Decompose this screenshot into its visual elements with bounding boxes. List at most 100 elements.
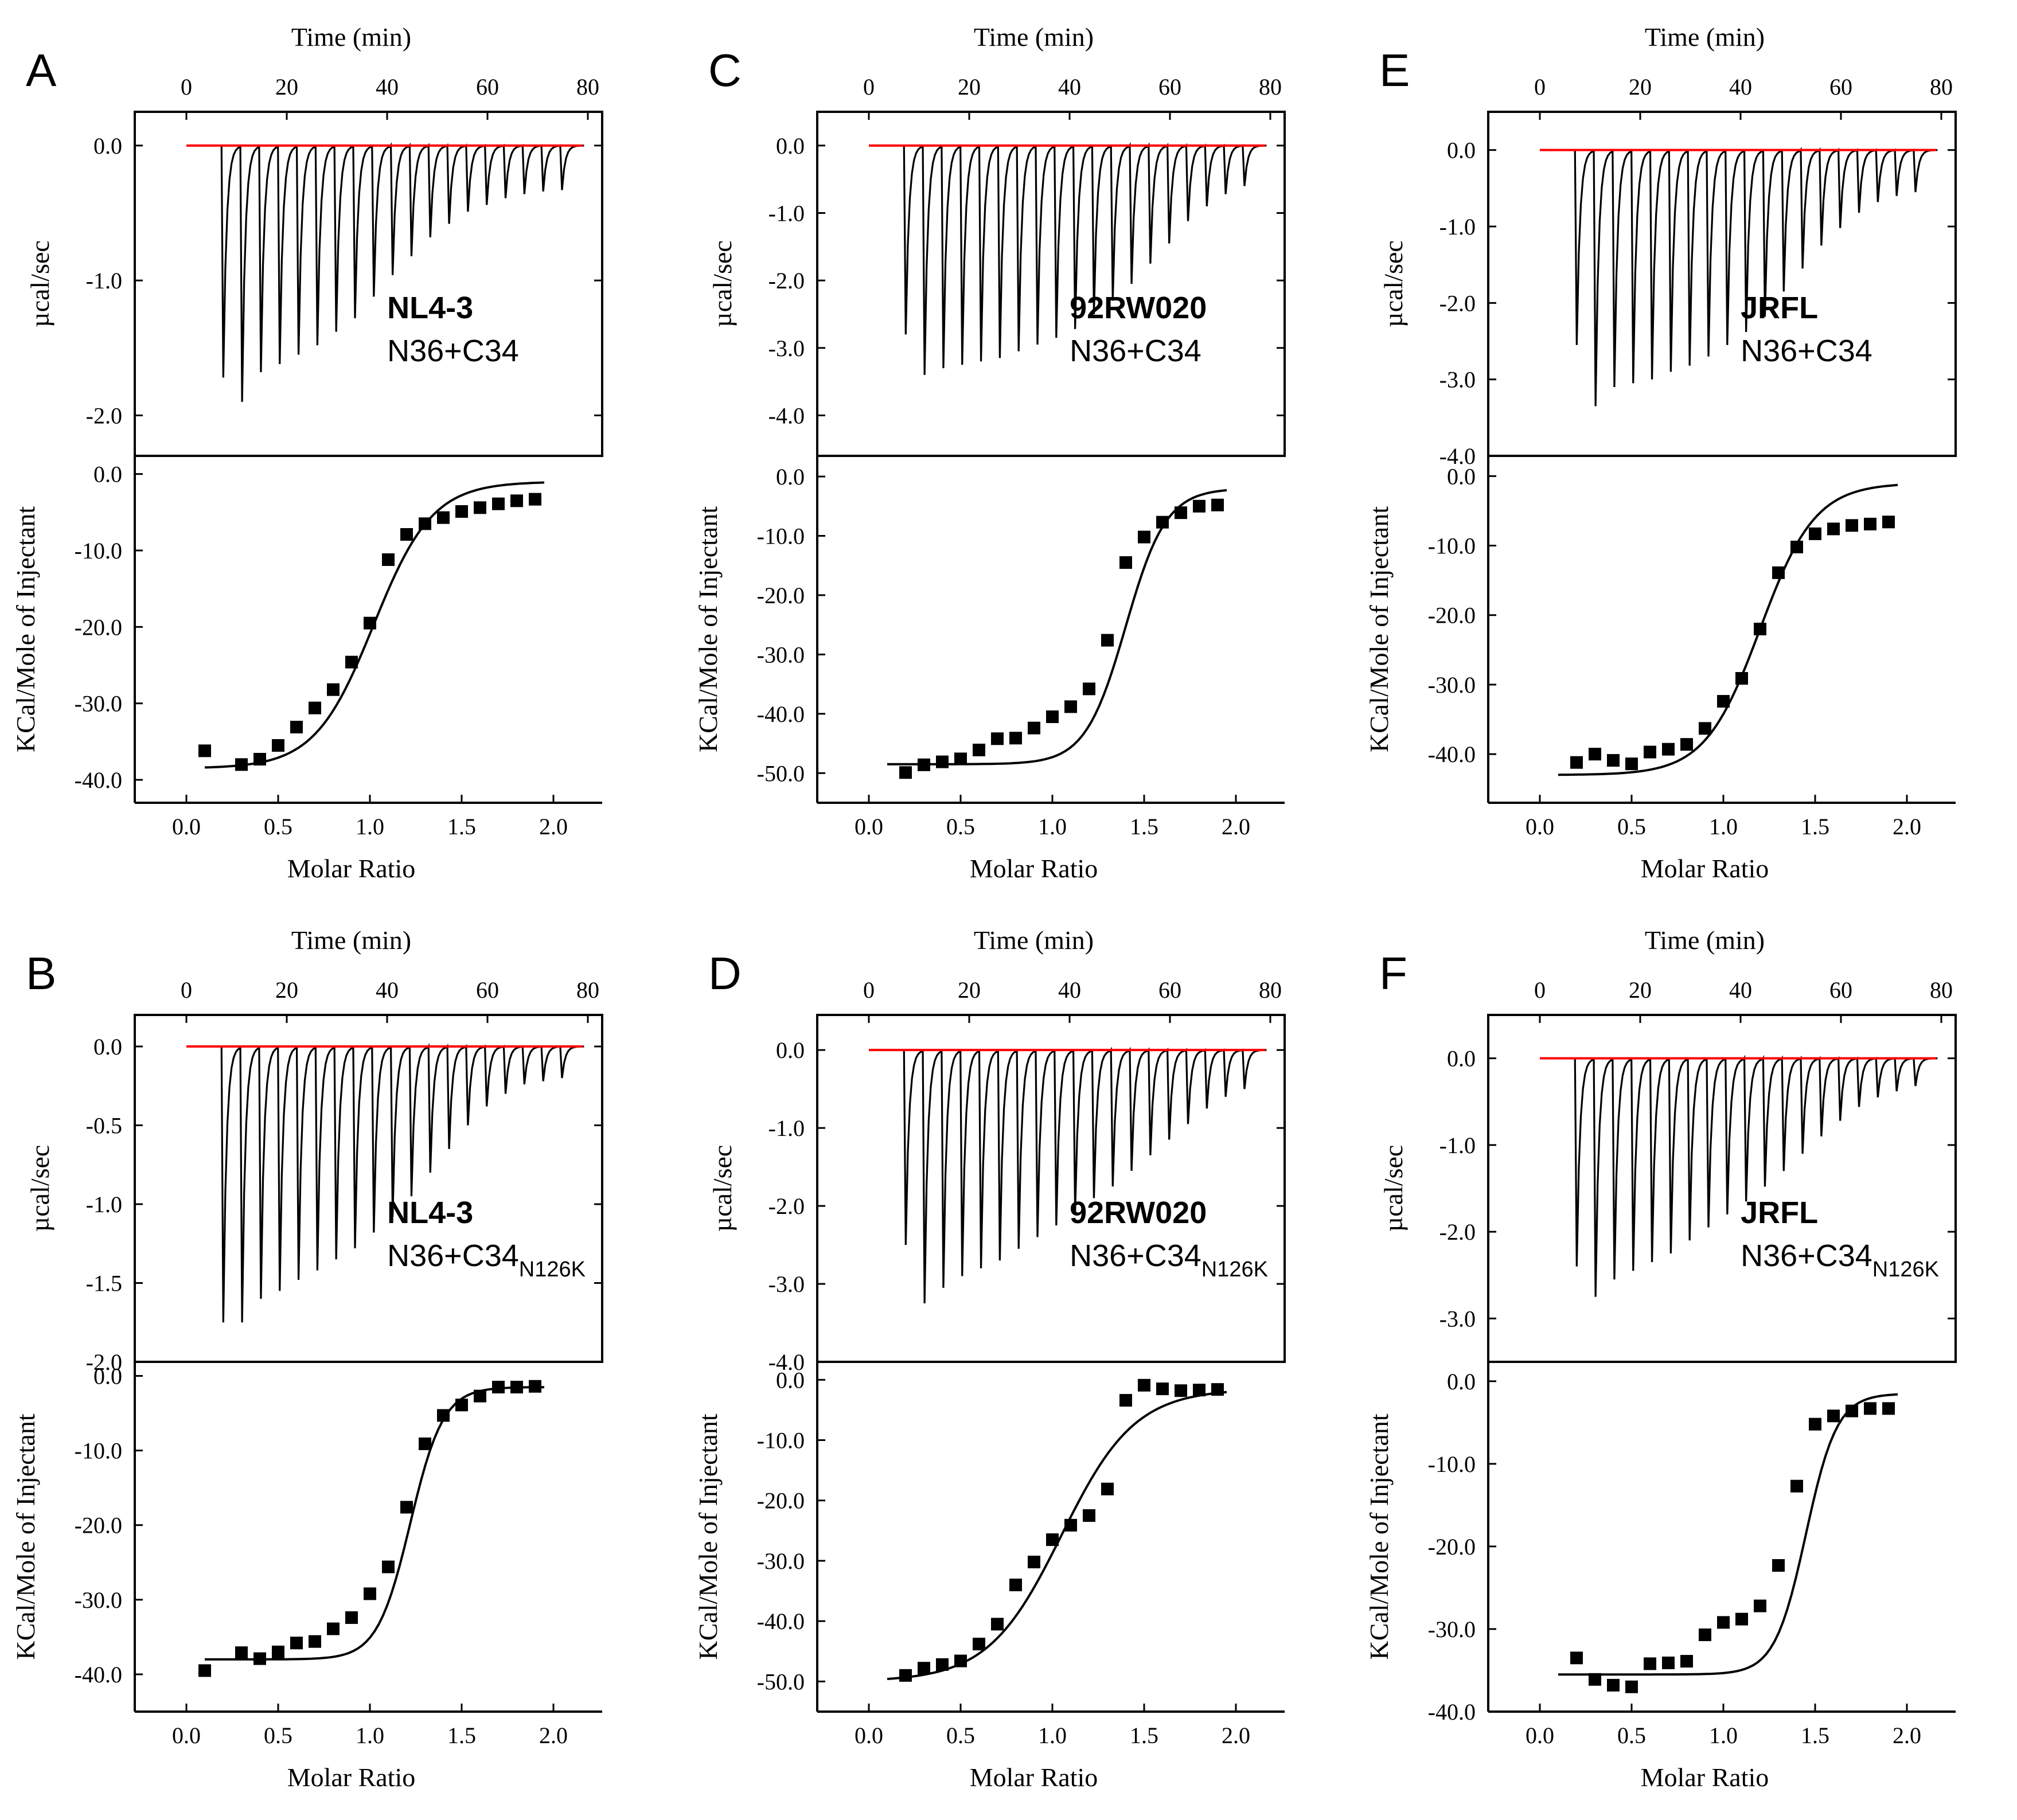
time-tick-label: 40 (1729, 74, 1752, 100)
data-point (455, 505, 468, 518)
combination-label: N36+C34 (1070, 334, 1201, 368)
panel-letter-e: E (1379, 45, 1410, 96)
power-tick-label: -4.0 (1439, 443, 1476, 469)
ratio-tick-label: 1.5 (447, 1723, 476, 1748)
data-point (1882, 515, 1895, 529)
ratio-tick-label: 0.5 (946, 814, 975, 839)
ratio-tick-label: 1.5 (1130, 814, 1158, 839)
enthalpy-axis-title: KCal/Mole of Injectant (1364, 506, 1394, 752)
data-point (1064, 1518, 1077, 1532)
ratio-tick-label: 1.5 (1801, 1723, 1829, 1748)
time-tick-label: 0 (181, 74, 192, 100)
power-tick-label: -1.0 (86, 268, 122, 294)
data-point (1790, 540, 1803, 553)
data-point (1699, 1628, 1711, 1642)
data-point (991, 732, 1004, 745)
data-point (1175, 506, 1187, 520)
data-point (1046, 710, 1059, 723)
data-point (1846, 1404, 1858, 1417)
enthalpy-tick-label: -30.0 (757, 642, 805, 667)
data-point (1607, 754, 1620, 767)
time-tick-label: 60 (476, 74, 499, 100)
ratio-tick-label: 0.5 (264, 814, 292, 839)
data-point (364, 616, 376, 630)
data-point (1735, 1612, 1748, 1626)
power-tick-label: -3.0 (768, 1271, 805, 1297)
power-tick-label: -4.0 (768, 1349, 805, 1375)
power-tick-label: -2.0 (86, 403, 122, 428)
combination-main: N36+C34 (387, 1239, 519, 1273)
power-tick-label: -3.0 (768, 335, 805, 361)
ratio-axis-title: Molar Ratio (287, 1763, 416, 1792)
enthalpy-tick-label: 0.0 (776, 1367, 805, 1393)
enthalpy-tick-label: -30.0 (757, 1548, 805, 1574)
data-point (1717, 695, 1730, 708)
data-point (954, 1654, 967, 1667)
combination-label: N36+C34 (387, 334, 519, 368)
data-point (474, 501, 486, 514)
time-tick-label: 20 (958, 74, 981, 100)
power-tick-label: -1.5 (86, 1271, 122, 1296)
data-point (973, 743, 985, 756)
enthalpy-axis-title: KCal/Mole of Injectant (693, 506, 723, 752)
ratio-tick-label: 1.5 (447, 814, 476, 839)
strain-label: NL4-3 (387, 1196, 473, 1230)
power-tick-label: -1.0 (768, 200, 805, 226)
data-point (272, 1645, 284, 1658)
time-tick-label: 20 (275, 977, 298, 1003)
fit-curve (1558, 1393, 1898, 1676)
data-point (253, 753, 266, 766)
time-tick-label: 0 (181, 977, 192, 1003)
data-point (1211, 1383, 1224, 1396)
ratio-tick-label: 0.0 (855, 814, 883, 839)
data-point (1864, 1402, 1876, 1415)
data-point (455, 1399, 468, 1412)
data-point (1028, 1556, 1040, 1569)
data-point (1193, 499, 1205, 513)
panel-letter-a: A (26, 45, 57, 96)
ratio-axis-title: Molar Ratio (1641, 854, 1769, 883)
power-tick-label: 0.0 (776, 1037, 805, 1063)
ratio-tick-label: 2.0 (1222, 1723, 1250, 1748)
ratio-tick-label: 0.0 (172, 814, 201, 839)
data-point (327, 1622, 340, 1635)
time-tick-label: 60 (1829, 977, 1852, 1003)
enthalpy-tick-label: -50.0 (757, 1669, 805, 1694)
time-axis-title: Time (min) (1645, 925, 1765, 955)
enthalpy-tick-label: -20.0 (1428, 1534, 1476, 1560)
data-point (437, 511, 450, 524)
data-point (419, 1437, 431, 1450)
time-tick-label: 60 (1158, 977, 1181, 1003)
strain-label: 92RW020 (1070, 1196, 1207, 1230)
ratio-tick-label: 0.0 (172, 1723, 201, 1748)
panel-letter-d: D (708, 948, 742, 999)
ratio-tick-label: 1.5 (1801, 814, 1829, 839)
data-point (1809, 527, 1821, 540)
time-tick-label: 40 (376, 74, 399, 100)
data-point (1662, 743, 1675, 756)
data-point (1175, 1384, 1187, 1397)
enthalpy-tick-label: -10.0 (75, 1438, 122, 1464)
data-point (1809, 1417, 1821, 1431)
power-tick-label: -2.0 (1439, 1219, 1476, 1245)
time-tick-label: 80 (576, 74, 599, 100)
ratio-axis-title: Molar Ratio (970, 854, 1098, 883)
data-point (1138, 530, 1150, 544)
data-point (382, 1560, 395, 1573)
enthalpy-tick-label: -10.0 (75, 538, 122, 564)
time-axis-title: Time (min) (291, 925, 411, 955)
ratio-tick-label: 1.5 (1130, 1723, 1158, 1748)
power-tick-label: -1.0 (1439, 1132, 1476, 1158)
enthalpy-tick-label: -40.0 (1428, 1699, 1476, 1725)
data-point (1846, 519, 1858, 532)
enthalpy-tick-label: -20.0 (757, 1488, 805, 1514)
data-point (345, 655, 358, 669)
strain-label: NL4-3 (387, 291, 473, 325)
time-tick-label: 0 (1534, 74, 1546, 100)
data-point (1101, 634, 1114, 647)
power-tick-label: -2.0 (1439, 290, 1476, 316)
combination-main: N36+C34 (1070, 1239, 1201, 1273)
data-point (1625, 1680, 1638, 1693)
combination-main: N36+C34 (387, 334, 519, 368)
